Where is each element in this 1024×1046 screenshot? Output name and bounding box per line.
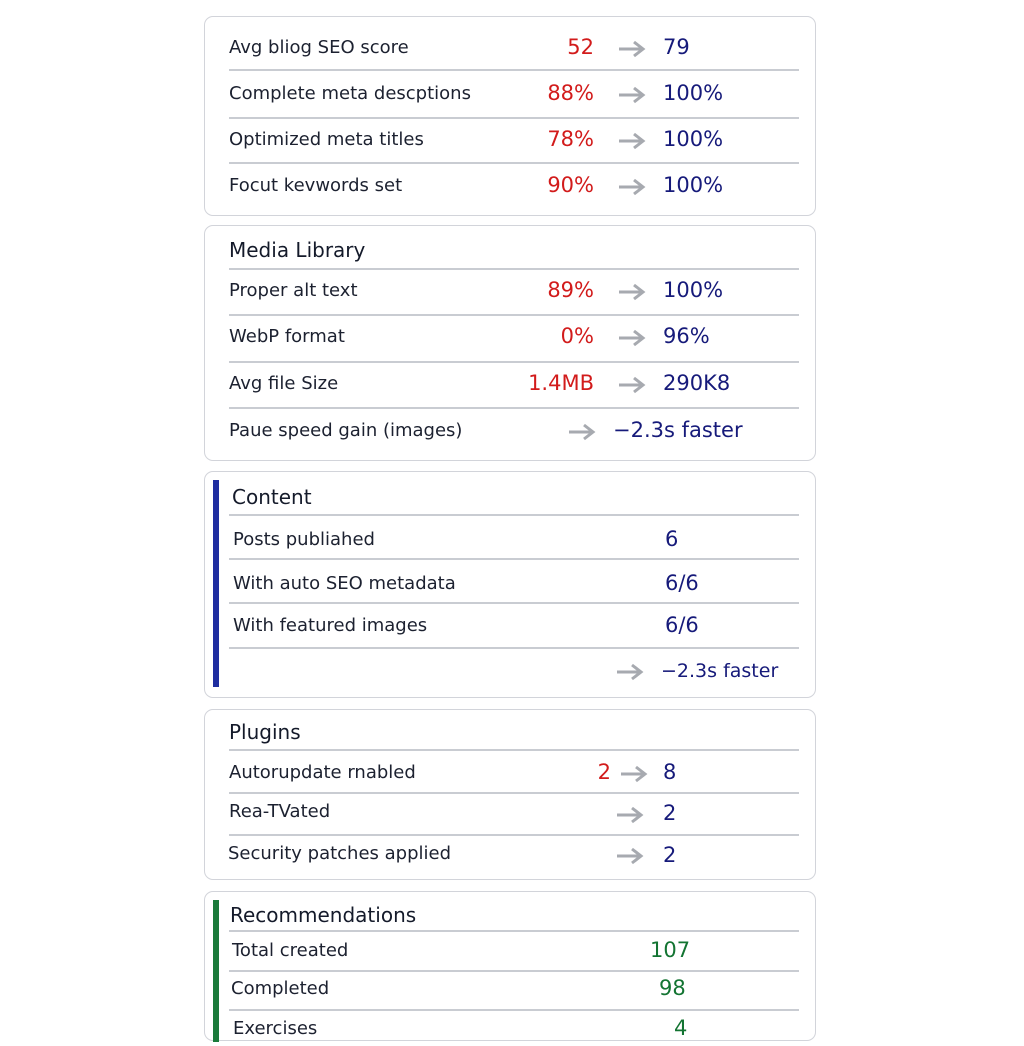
recommendations-card: Recommendations Total created 107 Comple… bbox=[204, 891, 816, 1042]
plugins-row-before: 2 bbox=[597, 760, 611, 784]
divider bbox=[229, 1009, 799, 1011]
seo-row-before: 88% bbox=[547, 81, 594, 105]
content-row: −2.3s faster bbox=[229, 660, 799, 690]
content-title: Content bbox=[232, 485, 312, 509]
arrow-right-icon bbox=[615, 662, 645, 682]
content-row: With featured images 6/6 bbox=[229, 613, 799, 643]
recommendations-row-value: 4 bbox=[674, 1016, 688, 1040]
recommendations-row: Completed 98 bbox=[229, 976, 799, 1006]
divider bbox=[229, 792, 799, 794]
media-row-label: Paue speed gain (images) bbox=[229, 420, 463, 441]
media-library-title: Media Library bbox=[229, 238, 366, 262]
media-row-label: Proper alt text bbox=[229, 280, 358, 301]
divider bbox=[229, 268, 799, 270]
divider bbox=[229, 314, 799, 316]
content-row-value: 6/6 bbox=[665, 613, 699, 637]
recommendations-row: Exercises 4 bbox=[229, 1016, 799, 1046]
seo-row-label: Avg bliog SEO score bbox=[229, 37, 409, 58]
media-library-card: Media Library Proper alt text 89% 100% W… bbox=[204, 225, 816, 461]
seo-row: Focut kevwords set 90% 100% bbox=[229, 173, 799, 203]
divider bbox=[229, 558, 799, 560]
seo-row-label: Focut kevwords set bbox=[229, 175, 403, 196]
divider bbox=[229, 930, 799, 932]
content-row-label: Posts publiahed bbox=[233, 529, 375, 550]
arrow-right-icon bbox=[617, 131, 647, 151]
seo-row-label: Optimized meta titles bbox=[229, 129, 424, 150]
media-row: Avg file Size 1.4MB 290K8 bbox=[229, 371, 799, 401]
plugins-row: Rea-TVated 2 bbox=[229, 801, 799, 831]
arrow-right-icon bbox=[567, 422, 597, 442]
recommendations-row-label: Total created bbox=[232, 940, 349, 961]
media-row-before: 89% bbox=[547, 278, 594, 302]
plugins-row: Security patches applied 2 bbox=[228, 843, 799, 873]
plugins-title: Plugins bbox=[229, 720, 301, 744]
seo-row-after: 100% bbox=[663, 127, 724, 151]
recommendations-row: Total created 107 bbox=[229, 938, 799, 968]
content-card: Content Posts publiahed 6 With auto SEO … bbox=[204, 471, 816, 698]
arrow-right-icon bbox=[615, 805, 645, 825]
arrow-right-icon bbox=[617, 39, 647, 59]
seo-row-before: 90% bbox=[547, 173, 594, 197]
plugins-row-label: Security patches applied bbox=[228, 843, 452, 864]
divider bbox=[229, 970, 799, 972]
arrow-right-icon bbox=[617, 85, 647, 105]
arrow-right-icon bbox=[619, 764, 649, 784]
arrow-right-icon bbox=[617, 177, 647, 197]
seo-row: Avg bliog SEO score 52 79 bbox=[229, 35, 799, 65]
content-row-value: 6/6 bbox=[665, 571, 699, 595]
plugins-card: Plugins Autorupdate rnabled 2 8 Rea-TVat… bbox=[204, 709, 816, 880]
plugins-row-after: 8 bbox=[663, 760, 677, 784]
divider bbox=[229, 117, 799, 119]
recommendations-row-value: 98 bbox=[659, 976, 686, 1000]
media-row: WebP format 0% 96% bbox=[229, 324, 799, 354]
seo-row-after: 100% bbox=[663, 173, 724, 197]
media-row: Proper alt text 89% 100% bbox=[229, 278, 799, 308]
divider bbox=[229, 647, 799, 649]
seo-row: Complete meta descptions 88% 100% bbox=[229, 81, 799, 111]
media-row-before: 1.4MB bbox=[528, 371, 594, 395]
plugins-row-after: 2 bbox=[663, 843, 677, 867]
media-row-label: Avg file Size bbox=[229, 373, 339, 394]
content-row: With auto SEO metadata 6/6 bbox=[229, 571, 799, 601]
arrow-right-icon bbox=[617, 328, 647, 348]
content-row: Posts publiahed 6 bbox=[229, 527, 799, 557]
plugins-row-label: Rea-TVated bbox=[229, 801, 331, 822]
content-row-label: With auto SEO metadata bbox=[233, 573, 456, 594]
arrow-right-icon bbox=[615, 846, 645, 866]
divider bbox=[229, 834, 799, 836]
seo-row-before: 78% bbox=[547, 127, 594, 151]
plugins-row-label: Autorupdate rnabled bbox=[229, 762, 416, 783]
arrow-right-icon bbox=[617, 375, 647, 395]
seo-row-label: Complete meta descptions bbox=[229, 83, 471, 104]
recommendations-title: Recommendations bbox=[230, 903, 417, 927]
media-row-after: 96% bbox=[663, 324, 710, 348]
content-row-value: 6 bbox=[665, 527, 679, 551]
seo-row-before: 52 bbox=[567, 35, 594, 59]
media-row-after: 290K8 bbox=[663, 371, 731, 395]
divider bbox=[229, 361, 799, 363]
divider bbox=[229, 407, 799, 409]
recommendations-row-label: Exercises bbox=[233, 1018, 318, 1039]
arrow-right-icon bbox=[617, 282, 647, 302]
recommendations-row-label: Completed bbox=[231, 978, 330, 999]
plugins-row: Autorupdate rnabled 2 8 bbox=[229, 760, 799, 790]
media-row-label: WebP format bbox=[229, 326, 345, 347]
plugins-row-after: 2 bbox=[663, 801, 677, 825]
seo-card: Avg bliog SEO score 52 79 Complete meta … bbox=[204, 16, 816, 216]
content-row-label: With featured images bbox=[233, 615, 428, 636]
media-row: Paue speed gain (images) −2.3s faster bbox=[229, 418, 799, 448]
media-row-before: 0% bbox=[560, 324, 594, 348]
seo-row-after: 79 bbox=[663, 35, 690, 59]
recommendations-row-value: 107 bbox=[650, 938, 691, 962]
seo-row-after: 100% bbox=[663, 81, 724, 105]
divider bbox=[229, 162, 799, 164]
media-row-after: −2.3s faster bbox=[613, 418, 743, 442]
media-row-after: 100% bbox=[663, 278, 724, 302]
divider bbox=[229, 749, 799, 751]
content-row-value: −2.3s faster bbox=[661, 660, 779, 682]
divider bbox=[229, 602, 799, 604]
divider bbox=[229, 514, 799, 516]
divider bbox=[229, 69, 799, 71]
seo-row: Optimized meta titles 78% 100% bbox=[229, 127, 799, 157]
